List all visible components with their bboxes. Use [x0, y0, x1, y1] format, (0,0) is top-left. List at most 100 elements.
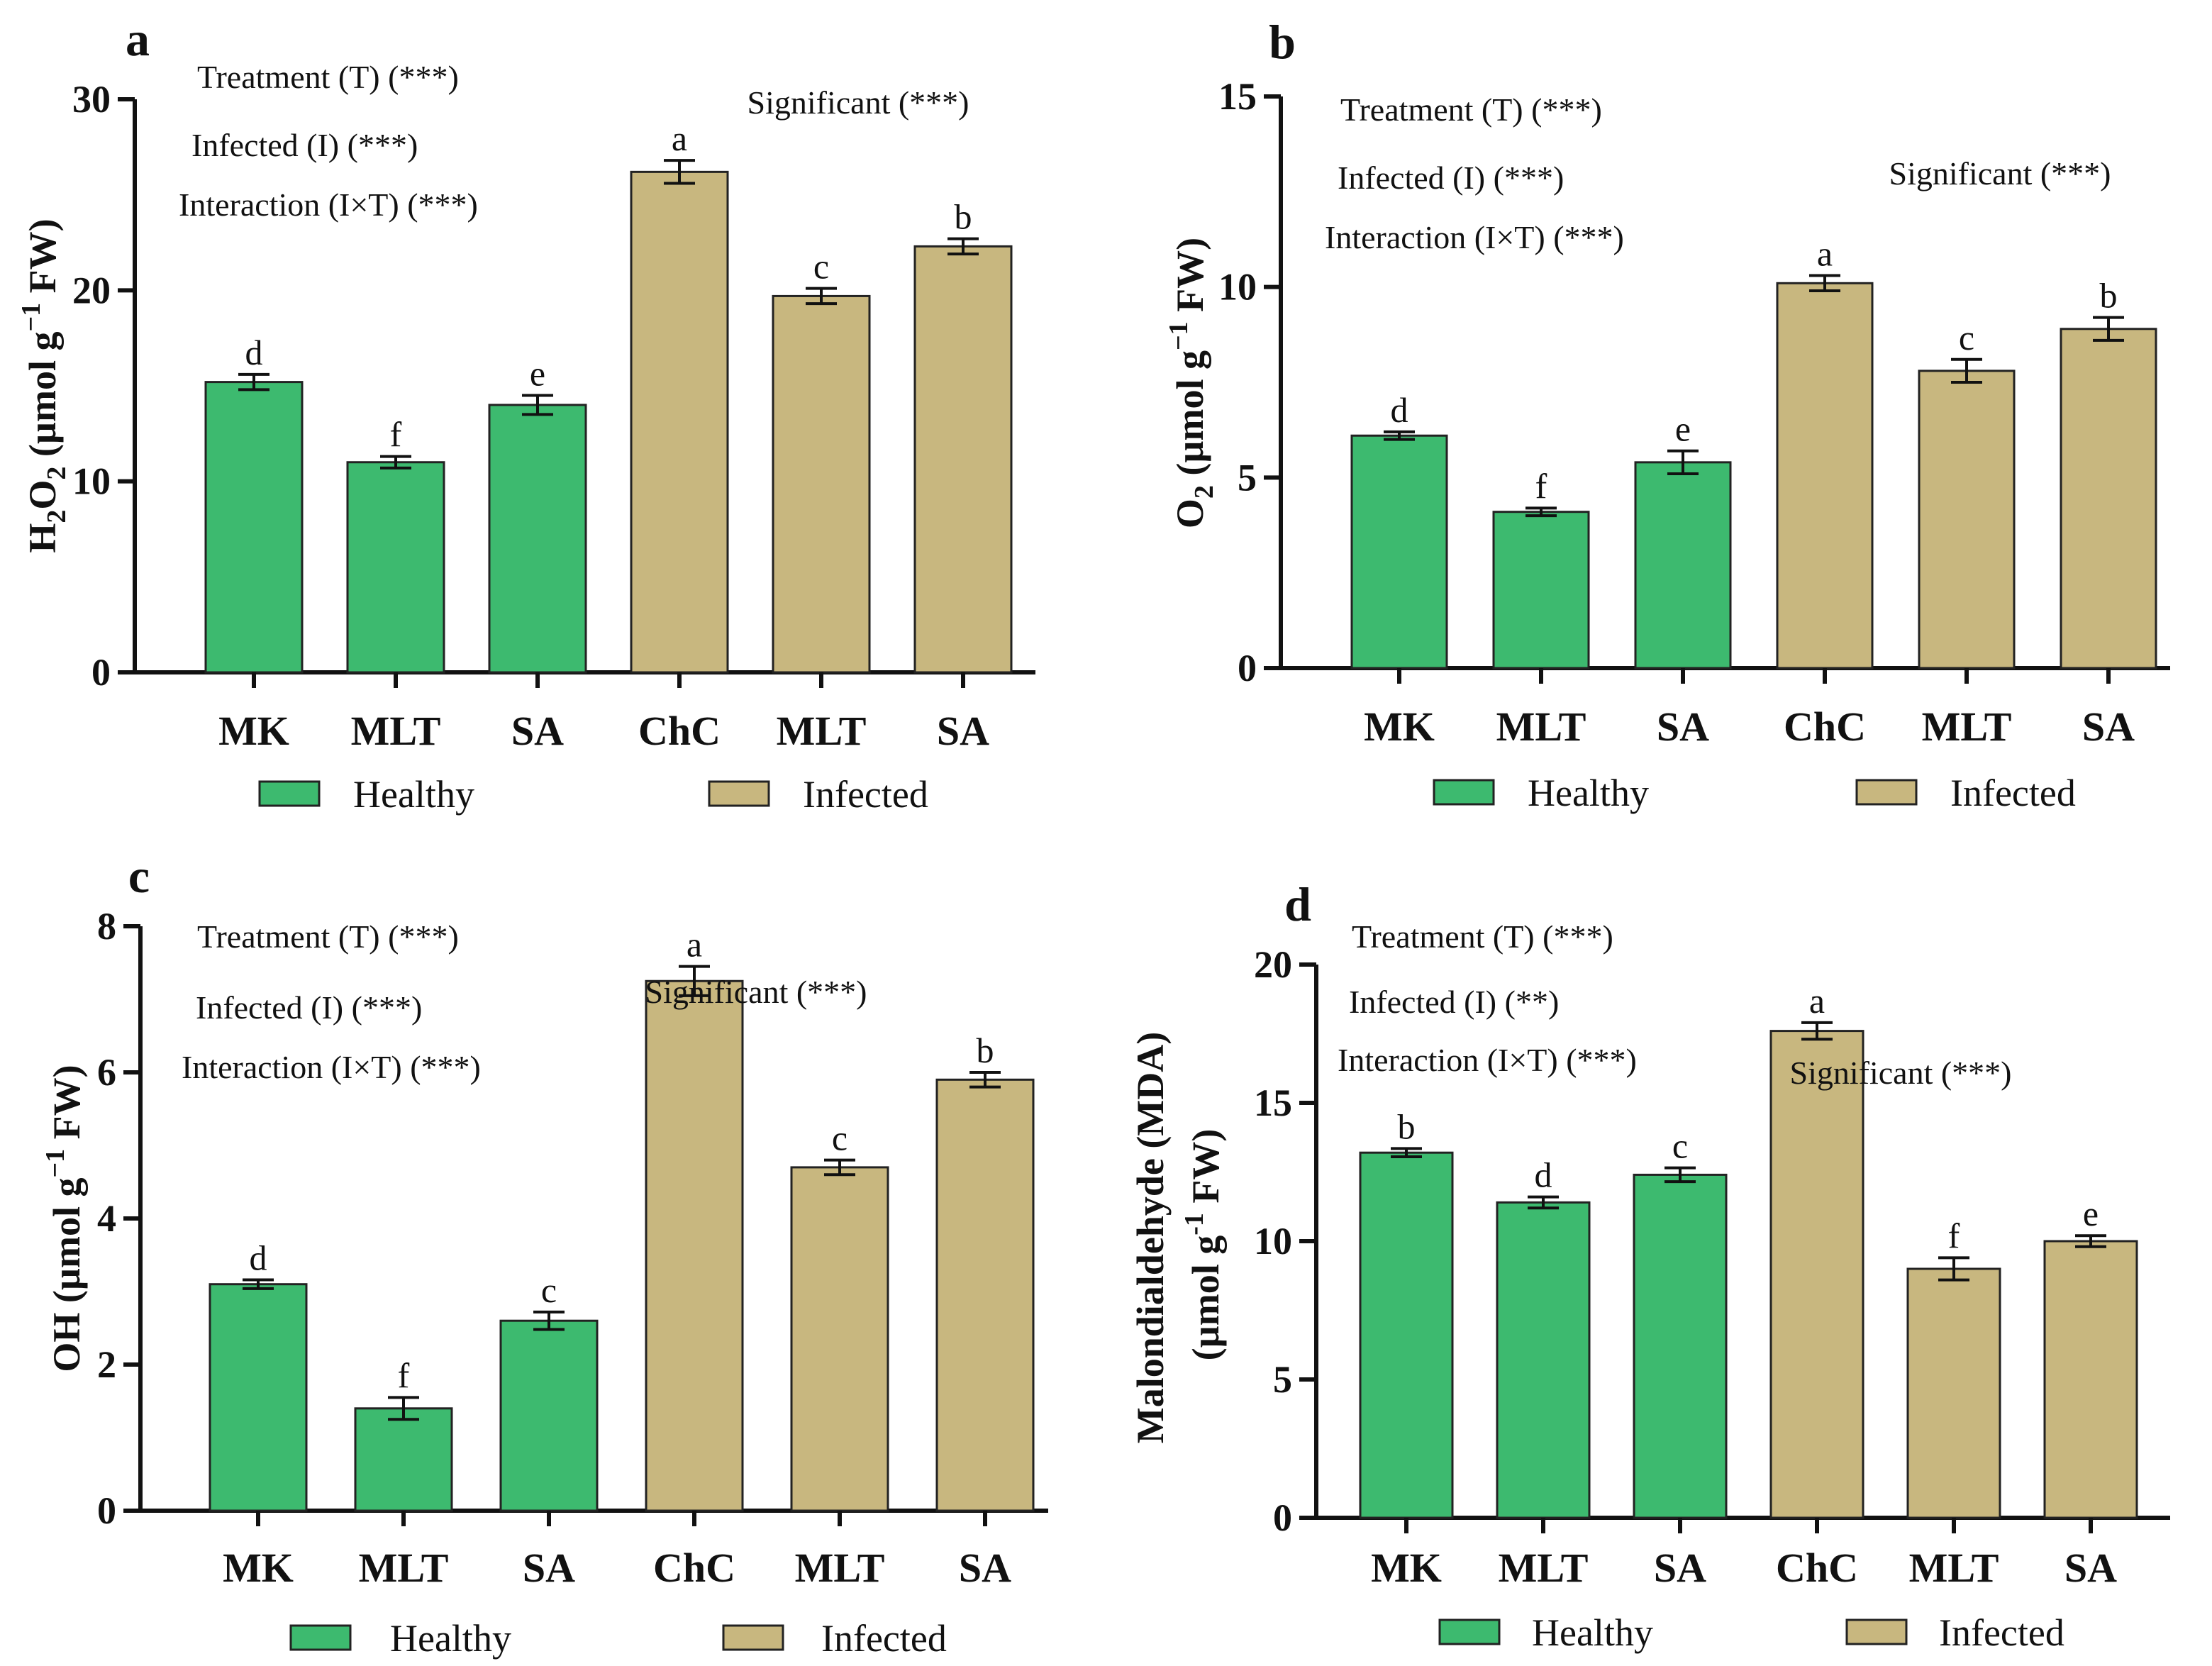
significance-letter: d [1391, 390, 1408, 430]
panel-letter: a [126, 12, 150, 66]
significance-letter: c [1672, 1126, 1688, 1166]
y-axis-label: O2 (µmol g−1 FW) [1164, 238, 1219, 528]
x-tick-label: SA [1657, 704, 1709, 750]
y-axis-label-part: H [21, 523, 64, 553]
x-tick-label: MK [223, 1545, 294, 1591]
y-axis-label: Malondialdehyde (MDA) [1129, 1032, 1172, 1444]
legend-swatch-healthy [1438, 1618, 1501, 1645]
x-tick-label: SA [937, 708, 989, 754]
significance-letter: a [1809, 981, 1825, 1021]
stat-annotation: Treatment (T) (***) [197, 918, 459, 955]
x-tick-label: MLT [1922, 704, 2012, 750]
legend-label-healthy: Healthy [390, 1617, 511, 1660]
x-tick-label: SA [959, 1545, 1011, 1591]
bar-mlt [772, 294, 871, 674]
significance-annotation: Significant (***) [645, 974, 867, 1010]
x-tick-label: SA [2082, 704, 2135, 750]
bar-sa [1634, 461, 1732, 670]
bar-chc [1769, 1030, 1864, 1519]
y-axis-label-part: FW) [45, 1065, 88, 1148]
y-axis-label-part: (µmol g [1184, 1235, 1227, 1361]
x-tick-label: MK [1364, 704, 1435, 750]
y-axis-label-part: -1 [1179, 1213, 1209, 1235]
stat-annotation: Treatment (T) (***) [1352, 918, 1613, 955]
significance-letter: d [250, 1238, 267, 1278]
significance-letter: f [398, 1355, 410, 1395]
y-axis-label-part: OH (µmol g [45, 1178, 88, 1372]
bar-chc [630, 170, 729, 674]
chart-panel-c: c 0 2 4 6 8 d MK f MLT c SA a ChC c MLT b SA Treatment (T)… [40, 849, 1048, 1660]
legend: Healthy Infected [1433, 772, 2076, 814]
chart-panel-d: d 0 5 10 15 20 b MK d MLT c SA a ChC f MLT e SA Treatment … [1129, 877, 2170, 1654]
bar-sa [499, 1319, 599, 1512]
significance-letter: c [832, 1118, 847, 1158]
stat-annotation: Interaction (I×T) (***) [182, 1049, 481, 1085]
panel-letter: c [128, 849, 150, 903]
x-tick-label: SA [1654, 1545, 1706, 1591]
y-axis-label-part: FW) [1169, 238, 1211, 321]
stat-annotation: Treatment (T) (***) [1340, 91, 1602, 128]
x-tick-label: MLT [1496, 704, 1586, 750]
y-tick-label: 0 [91, 651, 111, 694]
legend: Healthy Infected [289, 1617, 947, 1660]
y-tick-label: 2 [97, 1343, 116, 1386]
bar-mk [1359, 1151, 1454, 1519]
x-tick-label: SA [2064, 1545, 2117, 1591]
bar-sa [913, 245, 1013, 674]
y-axis-label-part: 2 [1189, 485, 1219, 499]
bar-chc [645, 979, 744, 1512]
legend-swatch-infected [722, 1624, 784, 1651]
legend-swatch-infected [708, 780, 770, 807]
significance-letter: b [955, 197, 972, 237]
x-tick-label: MK [1371, 1545, 1442, 1591]
significance-letter: e [2083, 1194, 2099, 1233]
panel-letter: b [1269, 15, 1296, 69]
legend-label-infected: Infected [803, 773, 928, 816]
y-tick-label: 10 [1254, 1220, 1292, 1262]
significance-letter: a [687, 925, 702, 965]
x-tick-label: ChC [638, 708, 721, 754]
significance-annotation: Significant (***) [747, 84, 969, 121]
stat-annotation: Infected (I) (**) [1349, 984, 1559, 1020]
bar-sa [2060, 328, 2157, 670]
bar-mlt [346, 461, 445, 674]
significance-letter: b [2100, 276, 2118, 316]
bar-mlt [1906, 1267, 2001, 1519]
x-tick-label: ChC [1784, 704, 1866, 750]
y-axis-label-part: O [1169, 499, 1211, 528]
x-tick-label: MLT [359, 1545, 449, 1591]
x-tick-label: ChC [653, 1545, 735, 1591]
bar-mk [209, 1283, 308, 1512]
panel-letter: d [1284, 877, 1311, 931]
x-tick-label: MLT [1909, 1545, 1999, 1591]
bar-mlt [354, 1407, 453, 1512]
chart-panel-b: b 0 5 10 15 d MK f MLT e SA a ChC c MLT b SA Treatment (T… [1164, 15, 2170, 814]
x-tick-label: MLT [795, 1545, 885, 1591]
legend-label-healthy: Healthy [1532, 1611, 1653, 1654]
y-tick-label: 10 [72, 460, 111, 503]
significance-letter: a [1817, 234, 1833, 274]
legend: Healthy Infected [258, 773, 928, 816]
y-axis-label: OH (µmol g−1 FW) [40, 1065, 88, 1372]
y-tick-label: 0 [1238, 647, 1257, 689]
x-tick-label: SA [523, 1545, 575, 1591]
x-tick-label: MLT [777, 708, 867, 754]
legend-swatch-healthy [258, 780, 321, 807]
stat-annotation: Interaction (I×T) (***) [1325, 219, 1624, 255]
bar-mlt [1496, 1201, 1591, 1519]
legend-swatch-infected [1845, 1618, 1908, 1645]
y-axis-label-part: O [21, 480, 64, 510]
significance-letter: b [977, 1031, 994, 1070]
y-tick-label: 8 [97, 905, 116, 948]
legend-swatch-healthy [1433, 779, 1495, 806]
y-axis-label-part: FW) [21, 218, 64, 302]
y-tick-label: 20 [72, 269, 111, 311]
y-axis-label-units: (µmol g-1 FW) [1179, 1129, 1227, 1361]
y-tick-label: 5 [1238, 456, 1257, 499]
legend-label-infected: Infected [1950, 772, 2076, 814]
x-tick-label: MLT [351, 708, 441, 754]
legend-swatch-healthy [289, 1624, 352, 1651]
x-tick-label: ChC [1776, 1545, 1858, 1591]
significance-letter: c [813, 247, 829, 287]
bar-sa [2043, 1240, 2138, 1519]
